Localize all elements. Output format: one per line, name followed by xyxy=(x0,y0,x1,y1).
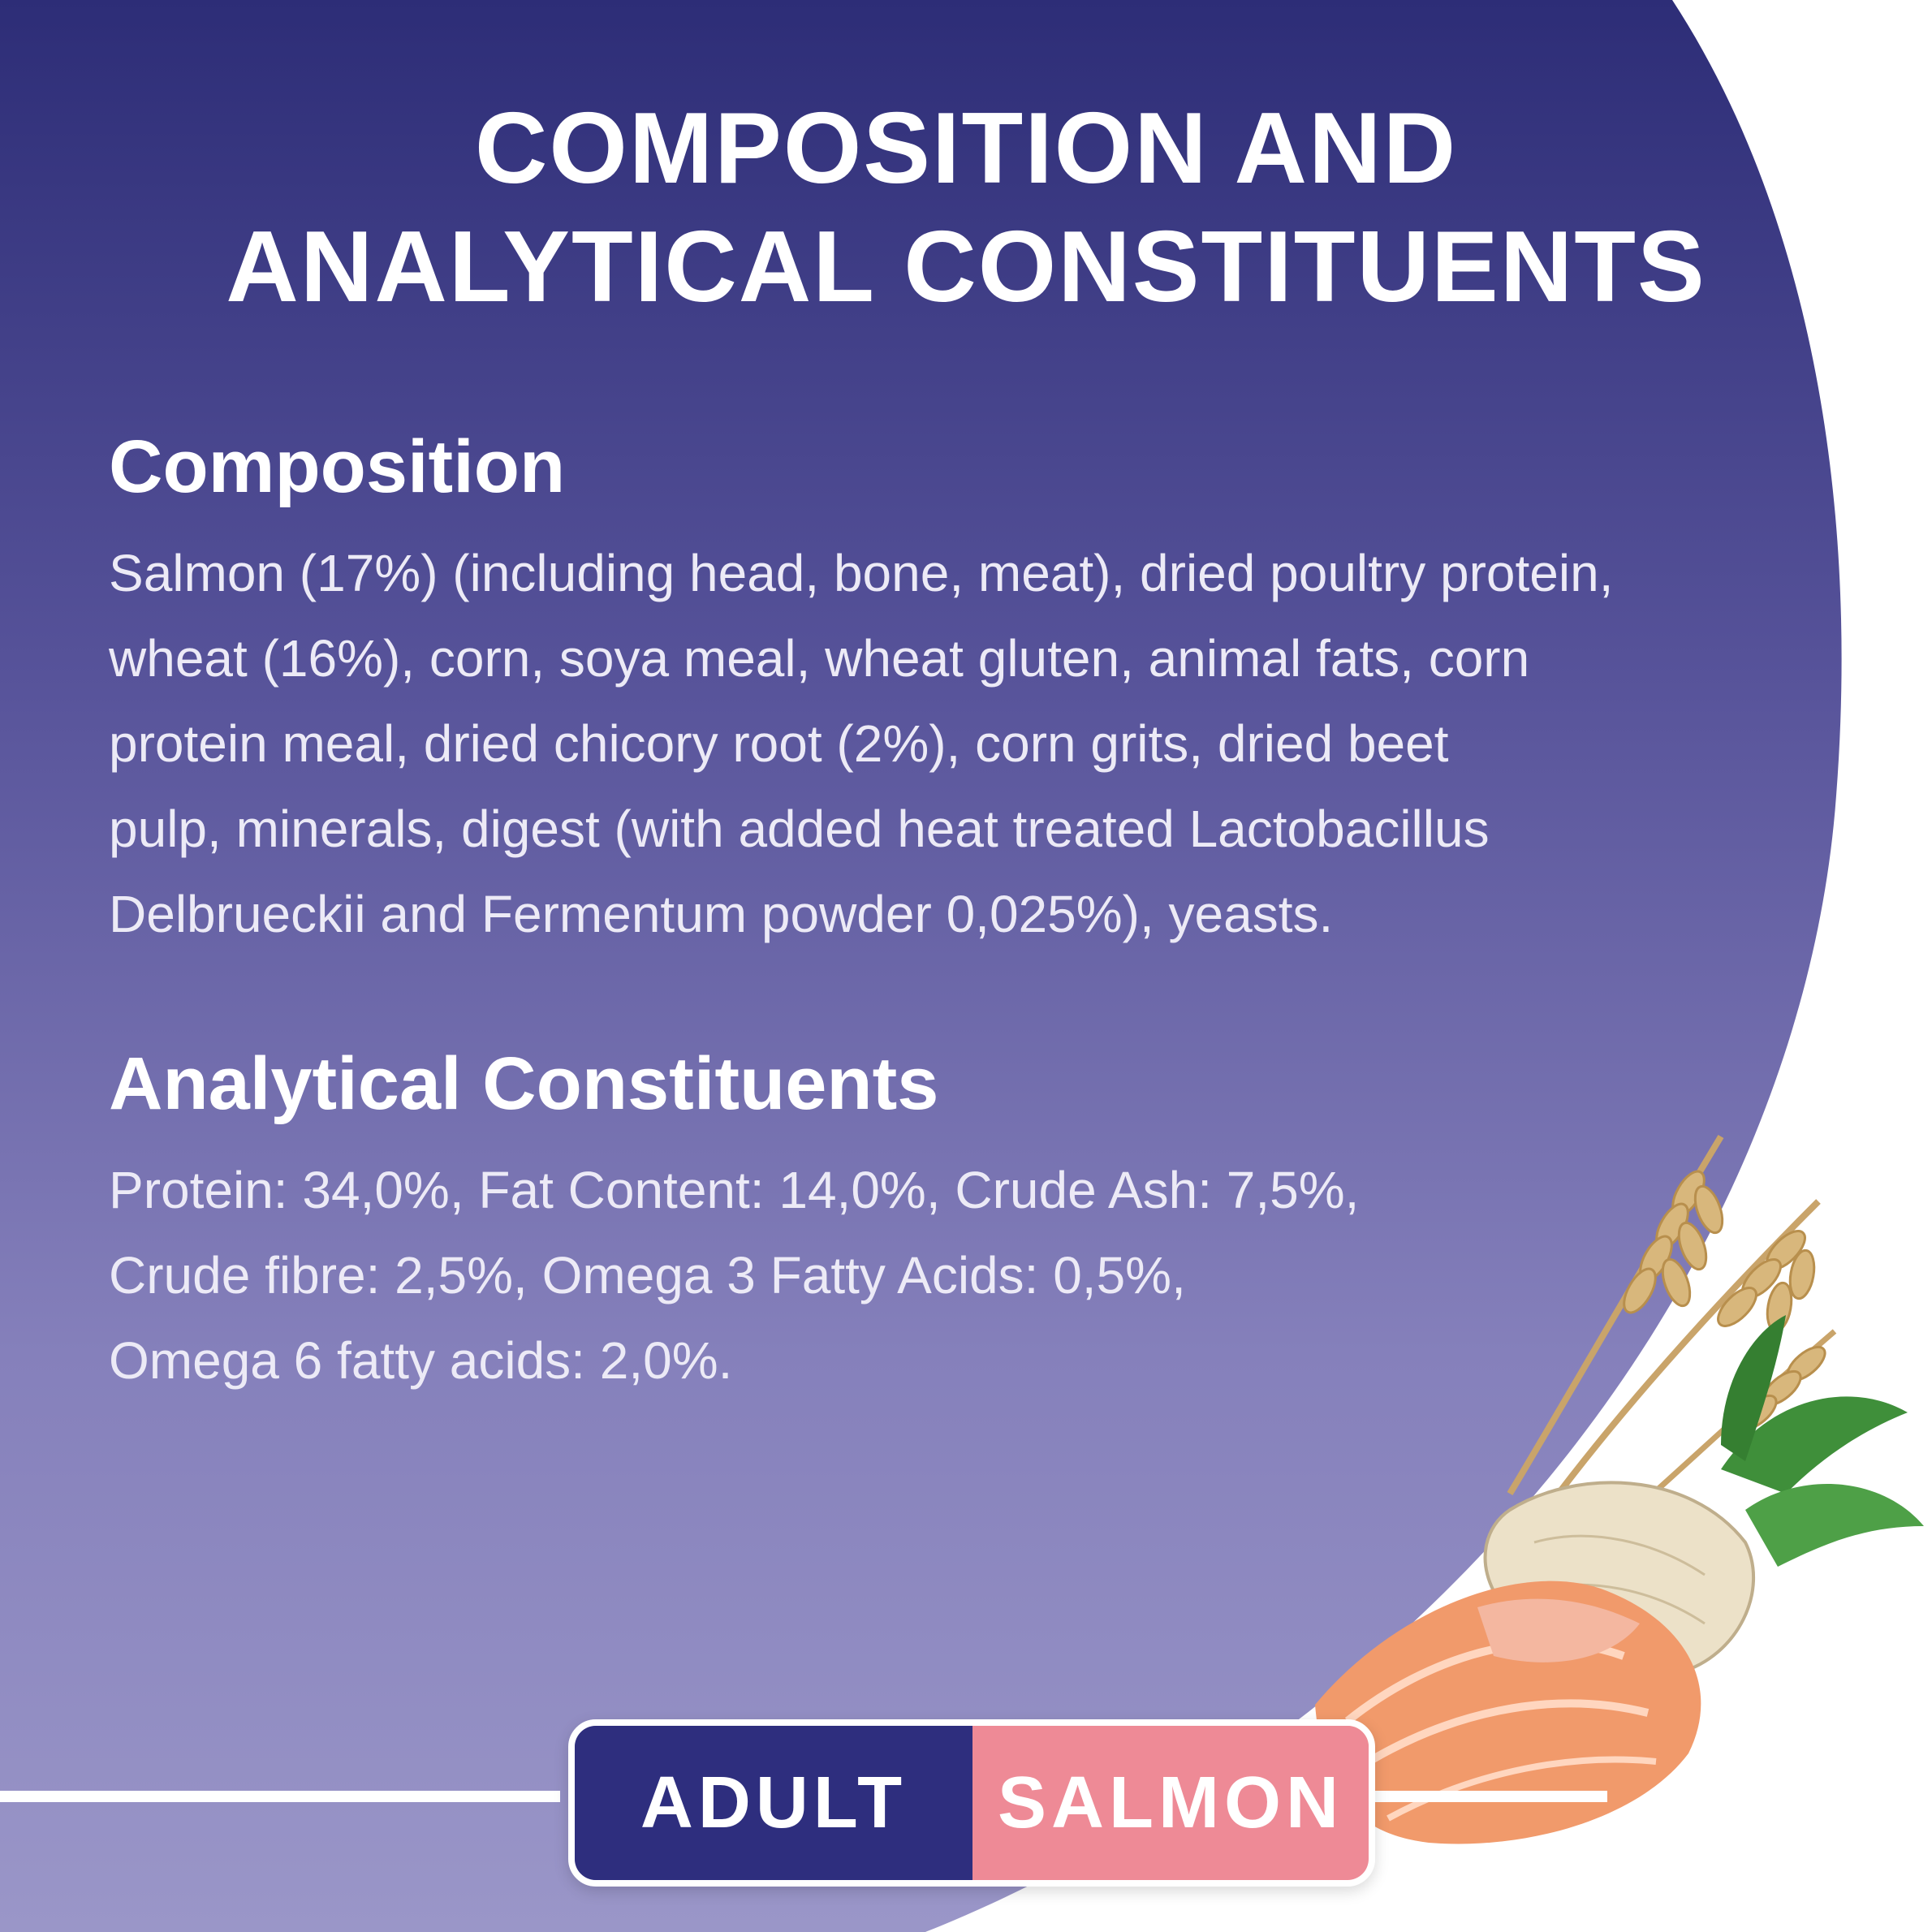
analytical-heading: Analytical Constituents xyxy=(109,1042,939,1125)
badge-adult-label: ADULT xyxy=(575,1726,972,1880)
composition-text: Salmon (17%) (including head, bone, meat… xyxy=(109,531,1613,957)
analytical-line: Crude fibre: 2,5%, Omega 3 Fatty Acids: … xyxy=(109,1246,1186,1305)
ingredients-illustration xyxy=(1315,1134,1924,1844)
salmon-fillet-icon xyxy=(1315,1581,1701,1844)
badge-line-left xyxy=(0,1791,560,1802)
title-line-1: COMPOSITION AND xyxy=(474,93,1458,205)
product-badge: ADULT SALMON xyxy=(568,1719,1375,1887)
title-line-2: ANALYTICAL CONSTITUENTS xyxy=(226,211,1706,323)
badge-salmon-label: SALMON xyxy=(972,1726,1369,1880)
badge-line-right xyxy=(1372,1791,1607,1802)
analytical-text: Protein: 34,0%, Fat Content: 14,0%, Crud… xyxy=(109,1148,1359,1404)
composition-line: wheat (16%), corn, soya meal, wheat glut… xyxy=(109,629,1530,688)
composition-line: Delbrueckii and Fermentum powder 0,025%)… xyxy=(109,885,1334,943)
page-title: COMPOSITION AND ANALYTICAL CONSTITUENTS xyxy=(0,89,1932,326)
analytical-line: Protein: 34,0%, Fat Content: 14,0%, Crud… xyxy=(109,1161,1360,1219)
analytical-line: Omega 6 fatty acids: 2,0%. xyxy=(109,1331,733,1390)
composition-line: Salmon (17%) (including head, bone, meat… xyxy=(109,544,1614,602)
composition-heading: Composition xyxy=(109,425,566,508)
composition-line: protein meal, dried chicory root (2%), c… xyxy=(109,714,1449,773)
composition-line: pulp, minerals, digest (with added heat … xyxy=(109,800,1490,858)
